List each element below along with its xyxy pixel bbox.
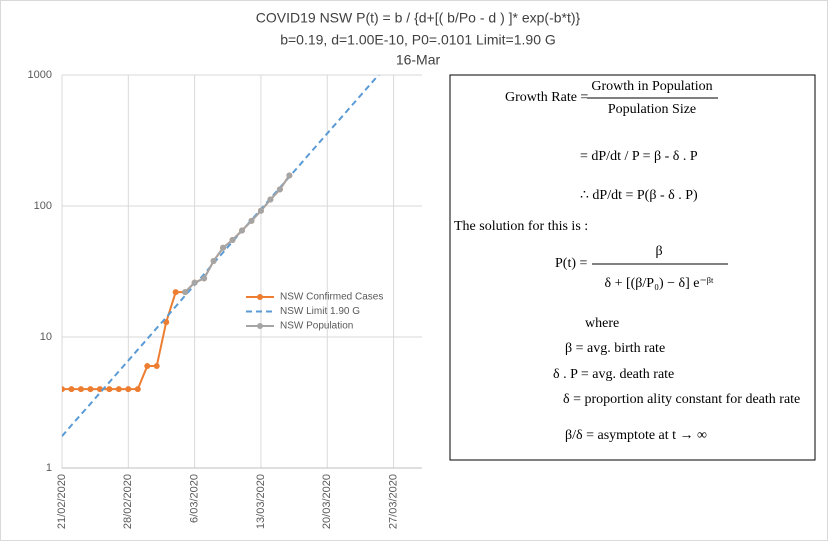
legend-label: NSW Population: [280, 321, 353, 332]
data-point: [229, 237, 236, 244]
data-point: [267, 196, 274, 203]
data-point: [87, 386, 94, 393]
data-point: [77, 386, 84, 393]
data-point: [172, 289, 179, 296]
x-tick-label: 6/03/2020: [189, 474, 201, 523]
data-point: [210, 258, 217, 265]
data-point: [276, 186, 283, 193]
eq-text: P(t) =: [555, 256, 588, 271]
data-point: [134, 386, 141, 393]
eq-text: δ . P = avg. death rate: [553, 367, 674, 382]
y-tick-label: 100: [34, 200, 52, 212]
eq-text: where: [585, 316, 619, 331]
data-point: [125, 386, 132, 393]
eq-text: = dP/dt / P = β - δ . P: [580, 149, 698, 164]
data-point: [248, 217, 255, 224]
x-tick-label: 20/03/2020: [321, 474, 333, 529]
data-point: [68, 386, 75, 393]
x-tick-label: 28/02/2020: [122, 474, 134, 529]
y-tick-label: 10: [40, 331, 52, 343]
equation-box: [449, 74, 816, 461]
eq-text: δ = proportion ality constant for death …: [563, 392, 800, 407]
data-point: [144, 363, 151, 370]
chart-annotation: 16-Mar: [396, 52, 441, 68]
eq-text: δ + [(β/P₀) − δ] e⁻ᵝᵗ: [604, 276, 713, 291]
data-point: [62, 386, 65, 393]
eq-text: The solution for this is :: [454, 219, 588, 234]
eq-text: Growth Rate =: [505, 90, 588, 105]
x-tick-label: 13/03/2020: [255, 474, 267, 529]
eq-text: Growth in Population: [591, 79, 712, 94]
series-line: [62, 75, 380, 437]
data-point: [286, 172, 293, 179]
equation-panel: Growth Rate = Growth in Population Popul…: [449, 74, 816, 461]
data-point: [239, 227, 245, 234]
data-point: [106, 386, 113, 393]
y-tick-label: 1: [46, 462, 52, 474]
legend-label: NSW Confirmed Cases: [280, 292, 383, 303]
data-point: [115, 386, 122, 393]
eq-text: Population Size: [608, 102, 696, 117]
legend-label: NSW Limit 1.90 G: [280, 306, 360, 317]
legend-marker: [257, 323, 263, 329]
data-point: [153, 363, 160, 370]
eq-text: β/δ = asymptote at t → ∞: [565, 428, 707, 443]
eq-text: ∴ dP/dt = P(β - δ . P): [580, 188, 698, 203]
chart-subtitle: b=0.19, d=1.00E-10, P0=.0101 Limit=1.90 …: [280, 32, 556, 48]
data-point: [220, 244, 227, 251]
x-tick-label: 21/02/2020: [56, 474, 68, 529]
eq-text: β = avg. birth rate: [565, 341, 665, 356]
y-tick-label: 1000: [28, 69, 52, 81]
eq-text: β: [655, 244, 662, 259]
legend-marker: [257, 294, 263, 300]
data-point: [191, 279, 198, 286]
data-point: [182, 289, 189, 296]
data-point: [257, 207, 264, 214]
x-tick-label: 27/03/2020: [387, 474, 399, 529]
data-point: [201, 275, 208, 282]
chart-title: COVID19 NSW P(t) = b / {d+[( b/Po - d ) …: [256, 10, 581, 26]
